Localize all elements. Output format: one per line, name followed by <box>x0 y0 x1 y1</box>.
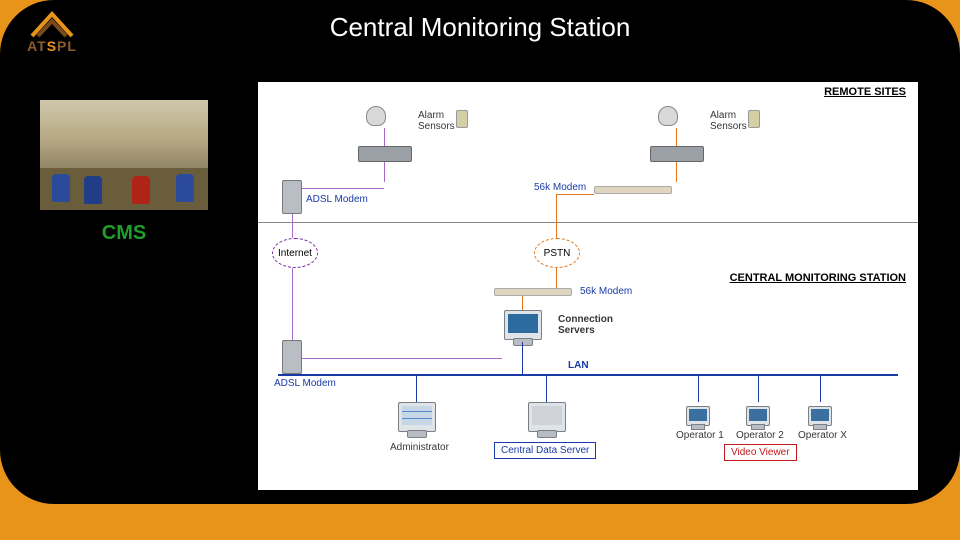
separator-line <box>258 222 918 223</box>
slide-frame: ATSPL Central Monitoring Station CMS REM… <box>0 0 960 504</box>
section-remote-sites: REMOTE SITES <box>824 86 906 98</box>
cms-room-photo <box>40 100 208 210</box>
internet-node: Internet <box>272 238 318 268</box>
sensor-icon <box>456 110 468 128</box>
box-video-viewer: Video Viewer <box>724 444 797 461</box>
sensor-icon <box>748 110 760 128</box>
server-icon <box>504 310 542 340</box>
lan-label: LAN <box>568 360 589 371</box>
label-adsl-modem-bot: ADSL Modem <box>274 378 336 389</box>
label-administrator: Administrator <box>390 442 449 453</box>
workstation-icon <box>746 406 770 426</box>
dome-camera-icon <box>366 106 386 126</box>
label-alarm-sensors-2: AlarmSensors <box>710 110 747 132</box>
modem-56k-icon <box>494 288 572 296</box>
cms-label: CMS <box>40 222 208 245</box>
page-title: Central Monitoring Station <box>0 12 960 43</box>
label-alarm-sensors-1: AlarmSensors <box>418 110 455 132</box>
label-operator-x: Operator X <box>798 430 847 441</box>
pstn-node: PSTN <box>534 238 580 268</box>
dvr-icon <box>358 146 412 162</box>
section-cms: CENTRAL MONITORING STATION <box>730 272 906 284</box>
dome-camera-icon <box>658 106 678 126</box>
box-central-data-server: Central Data Server <box>494 442 596 459</box>
label-operator-1: Operator 1 <box>676 430 724 441</box>
label-56k-modem-top: 56k Modem <box>534 182 586 193</box>
modem-56k-icon <box>594 186 672 194</box>
workstation-icon <box>398 402 436 432</box>
workstation-icon <box>686 406 710 426</box>
adsl-modem-icon <box>282 180 302 214</box>
server-icon <box>528 402 566 432</box>
label-56k-modem-bot: 56k Modem <box>580 286 632 297</box>
workstation-icon <box>808 406 832 426</box>
label-connection-servers: ConnectionServers <box>558 314 613 336</box>
label-adsl-modem-top: ADSL Modem <box>306 194 368 205</box>
label-operator-2: Operator 2 <box>736 430 784 441</box>
lan-bus <box>278 374 898 376</box>
network-diagram: REMOTE SITES CENTRAL MONITORING STATION … <box>258 82 918 490</box>
adsl-modem-icon <box>282 340 302 374</box>
dvr-icon <box>650 146 704 162</box>
